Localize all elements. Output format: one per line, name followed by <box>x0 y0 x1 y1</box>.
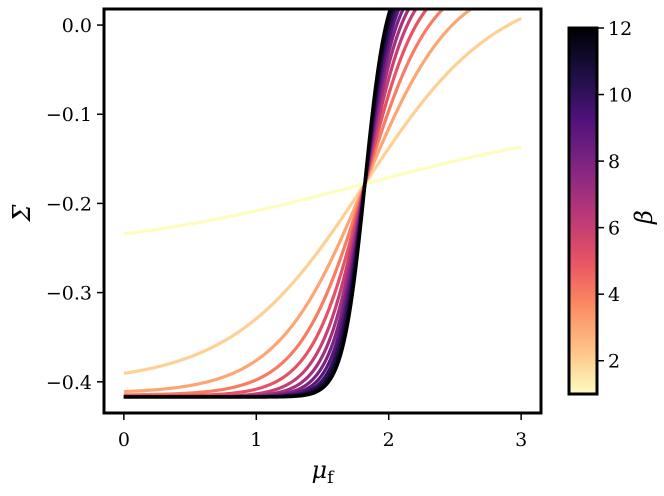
colorbar-tick-label: 8 <box>608 151 620 173</box>
y-tick-label: 0.0 <box>62 15 92 37</box>
curve-beta-3 <box>123 9 474 394</box>
colorbar-axis: 2 4 6 8 10 12 <box>597 18 632 373</box>
colorbar-label: β <box>630 210 658 225</box>
colorbar-tick-label: 12 <box>608 18 632 40</box>
curve-beta-2 <box>123 17 522 375</box>
colorbar-tick-label: 2 <box>608 351 620 373</box>
colorbar <box>567 26 599 396</box>
colorbar-tick-label: 4 <box>608 284 620 306</box>
y-tick-label: −0.3 <box>46 283 92 305</box>
curve-beta-12 <box>123 9 393 399</box>
plot-frame <box>102 7 543 415</box>
curve-beta-4 <box>123 9 446 397</box>
curve-beta-1 <box>123 145 522 236</box>
colorbar-tick-label: 6 <box>608 218 620 240</box>
x-axis-label-main: μ <box>312 456 328 484</box>
x-axis: 0 1 2 3 <box>118 413 527 451</box>
x-axis-label: μf <box>312 456 336 488</box>
y-axis: 0.0 −0.1 −0.2 −0.3 −0.4 <box>46 15 104 394</box>
x-tick-label: 1 <box>250 429 262 451</box>
x-tick-label: 3 <box>515 429 527 451</box>
y-tick-label: −0.2 <box>46 193 92 215</box>
curves-group <box>123 9 522 399</box>
x-axis-label-subscript: f <box>327 468 335 488</box>
colorbar-tick-label: 10 <box>608 85 632 107</box>
y-tick-label: −0.4 <box>46 372 92 394</box>
x-tick-label: 0 <box>118 429 130 451</box>
x-tick-label: 2 <box>383 429 395 451</box>
y-tick-label: −0.1 <box>46 104 92 126</box>
y-axis-label: Σ <box>8 203 36 222</box>
